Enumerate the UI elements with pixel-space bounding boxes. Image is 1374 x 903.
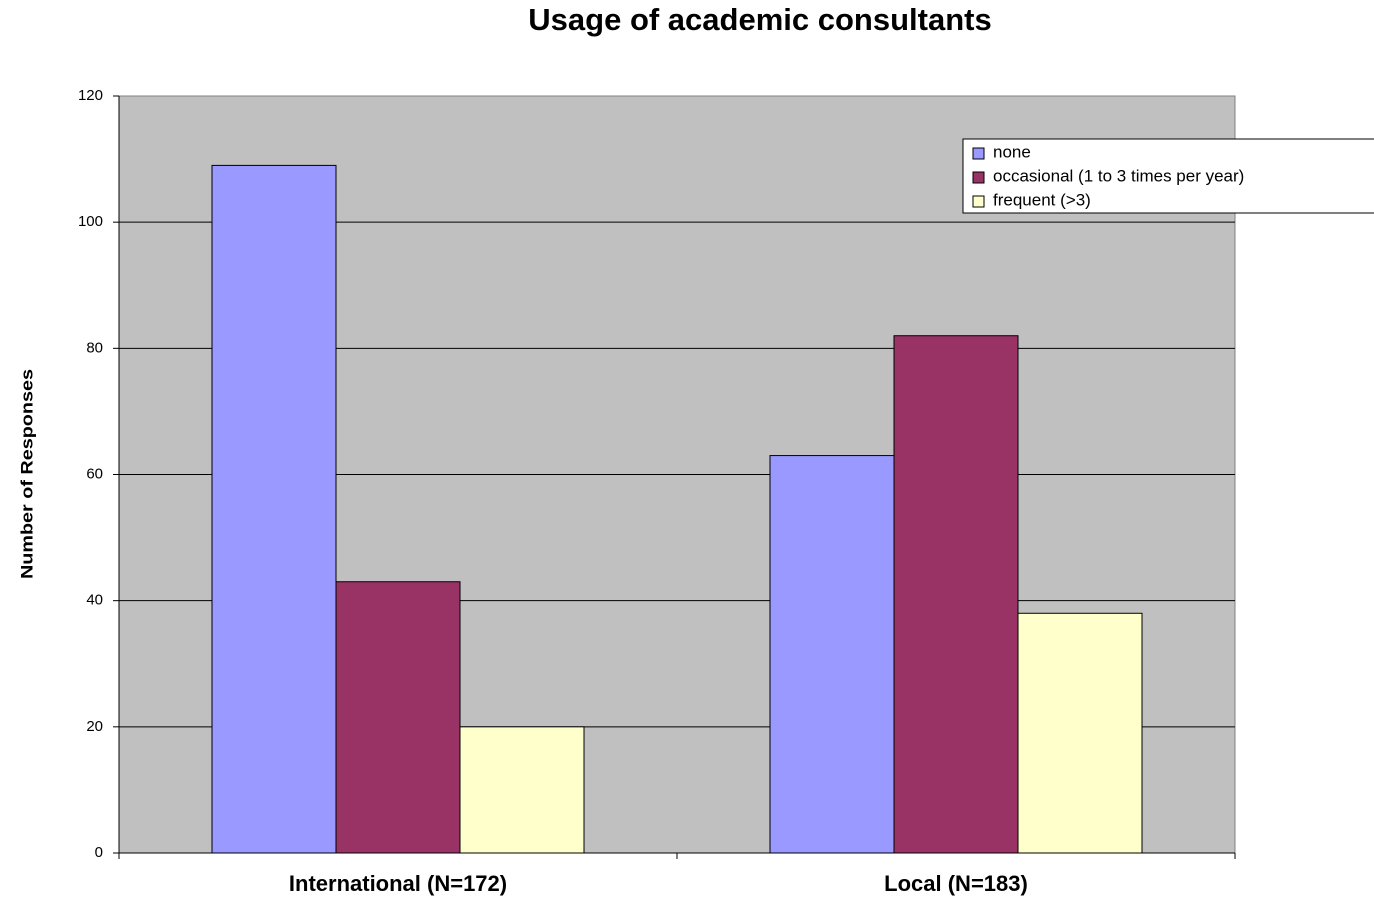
y-tick-label: 80 <box>86 339 103 356</box>
legend-swatch <box>972 195 985 208</box>
y-tick-label: 40 <box>86 592 103 609</box>
y-tick-label: 120 <box>78 87 103 104</box>
y-axis-label: Number of Responses <box>17 369 36 579</box>
y-tick-label: 100 <box>78 213 103 230</box>
x-tick-label: International (N=172) <box>289 871 507 896</box>
legend-swatch <box>972 147 985 160</box>
bar <box>893 335 1019 854</box>
legend-label: occasional (1 to 3 times per year) <box>993 166 1244 185</box>
bar <box>335 581 461 854</box>
chart-title: Usage of academic consultants <box>528 2 991 37</box>
bar <box>1017 612 1143 854</box>
legend-label: none <box>993 142 1031 161</box>
legend-box <box>962 138 1374 214</box>
x-tick-label: Local (N=183) <box>884 871 1028 896</box>
y-tick-label: 60 <box>86 465 103 482</box>
y-tick-label: 20 <box>86 718 103 735</box>
legend-swatch <box>972 171 985 184</box>
bar <box>459 726 585 854</box>
legend-label: frequent (>3) <box>993 190 1091 209</box>
y-tick-label: 0 <box>95 844 103 861</box>
bar <box>211 164 337 854</box>
bar <box>769 455 895 854</box>
